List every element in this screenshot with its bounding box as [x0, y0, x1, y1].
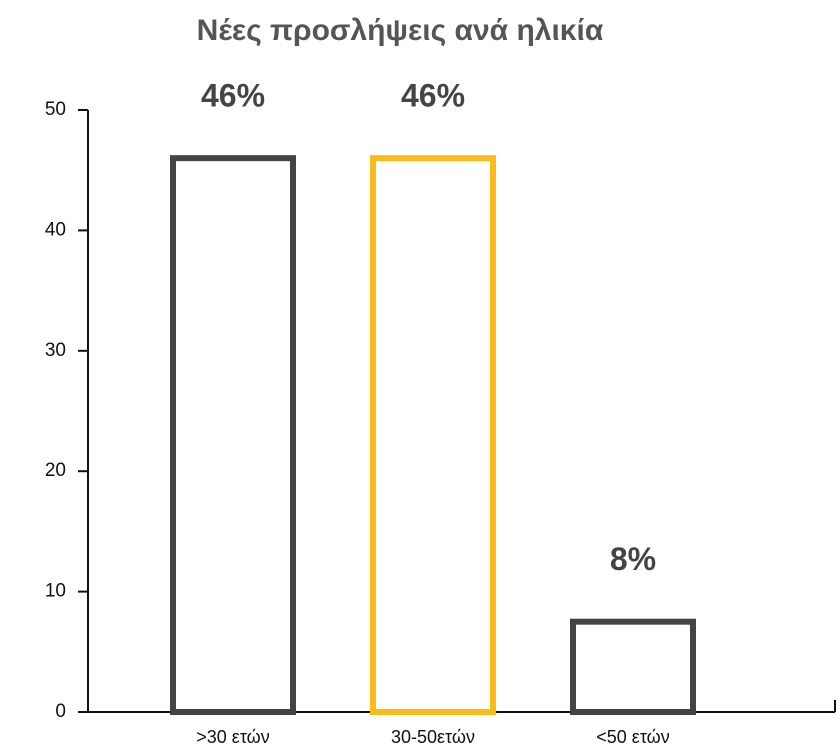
x-tick-label: 30-50ετών: [391, 727, 475, 746]
x-tick-label: <50 ετών: [596, 727, 669, 746]
y-tick-label: 50: [45, 99, 66, 120]
y-tick-label: 10: [45, 581, 66, 602]
bar: [170, 155, 296, 716]
value-label: 46%: [401, 78, 465, 114]
y-tick-label: 40: [45, 219, 66, 240]
y-tick-label: 0: [55, 701, 66, 722]
chart-title: Νέες προσλήψεις ανά ηλικία: [197, 14, 604, 47]
y-tick-label: 30: [45, 340, 66, 361]
y-tick-label: 20: [45, 460, 66, 481]
value-label: 8%: [610, 541, 656, 577]
value-label: 46%: [201, 78, 265, 114]
bar: [570, 618, 696, 716]
bar: [370, 155, 496, 716]
x-tick-label: >30 ετών: [196, 727, 269, 746]
